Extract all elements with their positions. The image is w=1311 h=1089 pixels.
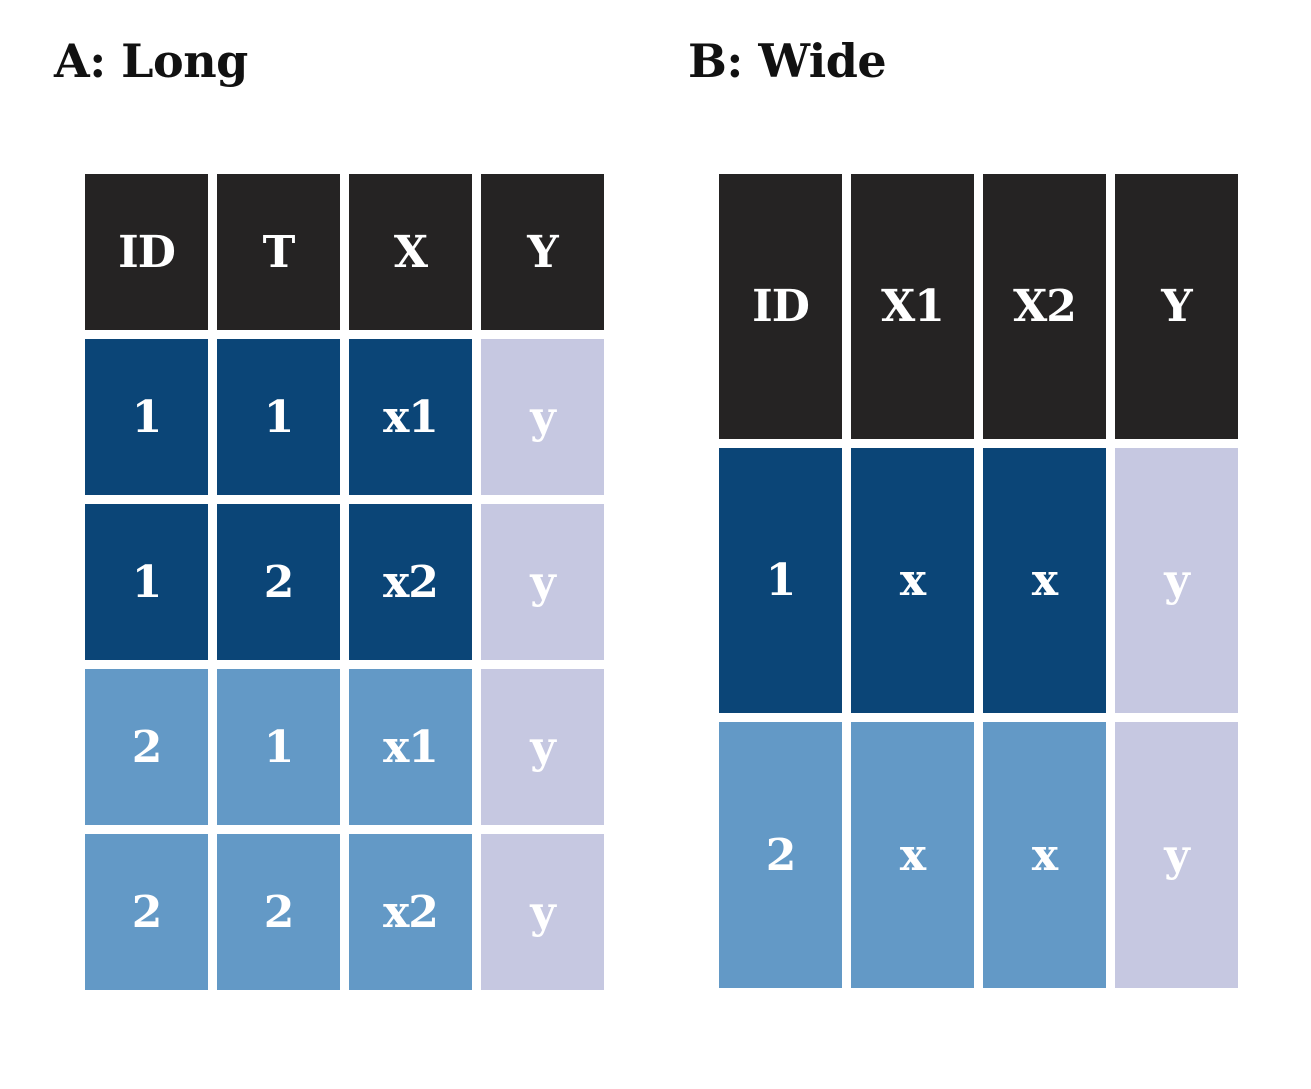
data-cell: 1 (85, 339, 208, 495)
data-cell: x (983, 722, 1106, 988)
outcome-cell: y (1115, 448, 1238, 713)
header-cell: X1 (851, 174, 974, 439)
data-cell: 1 (217, 339, 340, 495)
data-cell: 1 (217, 669, 340, 825)
data-cell: 2 (217, 834, 340, 990)
header-cell: X (349, 174, 472, 330)
data-cell: 2 (85, 669, 208, 825)
header-cell: Y (481, 174, 604, 330)
data-cell: 1 (719, 448, 842, 713)
header-cell: Y (1115, 174, 1238, 439)
panel-title-long: A: Long (54, 34, 248, 88)
data-cell: x (983, 448, 1106, 713)
data-cell: 2 (719, 722, 842, 988)
data-cell: x2 (349, 504, 472, 660)
header-cell: X2 (983, 174, 1106, 439)
panel-title-wide: B: Wide (688, 34, 887, 88)
long-format-table: ID T X Y 1 1 x1 y 1 2 x2 y 2 1 x1 y 2 2 x2 y (85, 174, 604, 990)
outcome-cell: y (481, 669, 604, 825)
header-cell: ID (85, 174, 208, 330)
data-cell: x (851, 448, 974, 713)
data-cell: 2 (217, 504, 340, 660)
outcome-cell: y (481, 339, 604, 495)
header-cell: T (217, 174, 340, 330)
header-cell: ID (719, 174, 842, 439)
outcome-cell: y (481, 504, 604, 660)
data-cell: x2 (349, 834, 472, 990)
data-cell: 2 (85, 834, 208, 990)
data-cell: x1 (349, 339, 472, 495)
data-cell: x1 (349, 669, 472, 825)
data-cell: x (851, 722, 974, 988)
wide-format-table: ID X1 X2 Y 1 x x y 2 x x y (719, 174, 1238, 988)
outcome-cell: y (481, 834, 604, 990)
outcome-cell: y (1115, 722, 1238, 988)
data-cell: 1 (85, 504, 208, 660)
